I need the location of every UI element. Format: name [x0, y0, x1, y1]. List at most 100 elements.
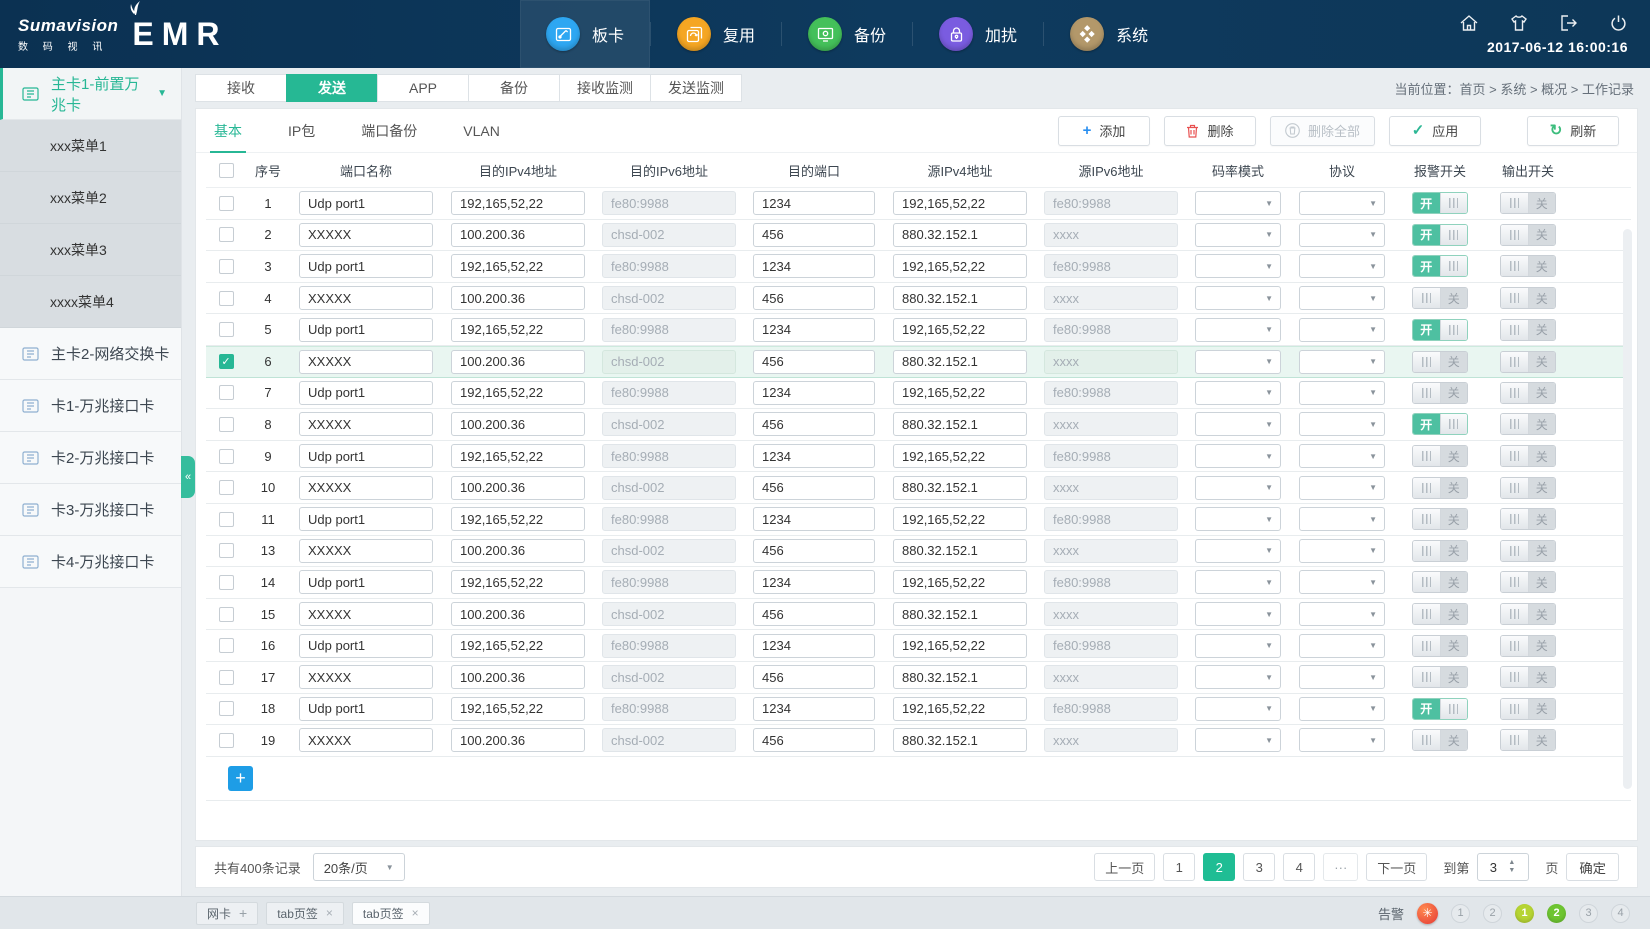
- tab-5[interactable]: 接收监测: [559, 74, 651, 102]
- protocol-select[interactable]: ▼: [1299, 222, 1385, 247]
- row-checkbox[interactable]: [218, 480, 234, 496]
- src-ipv4-input[interactable]: [893, 380, 1027, 405]
- tab-3[interactable]: APP: [377, 74, 469, 102]
- sidebar-subitem-4[interactable]: xxxx菜单4: [0, 276, 181, 328]
- rate-mode-select[interactable]: ▼: [1195, 380, 1281, 405]
- delete-all-button[interactable]: 删除全部: [1269, 115, 1375, 146]
- row-checkbox[interactable]: [218, 511, 234, 527]
- dst-port-input[interactable]: [753, 507, 875, 532]
- dst-port-input[interactable]: [753, 665, 875, 690]
- output-switch[interactable]: 关: [1500, 634, 1556, 657]
- dst-port-input[interactable]: [753, 191, 875, 216]
- protocol-select[interactable]: ▼: [1299, 286, 1385, 311]
- rate-mode-select[interactable]: ▼: [1195, 222, 1281, 247]
- dst-ipv4-input[interactable]: [451, 570, 585, 595]
- row-checkbox[interactable]: [218, 732, 234, 748]
- output-switch[interactable]: 关: [1500, 729, 1556, 752]
- add-row-button[interactable]: +: [228, 765, 253, 791]
- subtab-3[interactable]: 端口备份: [361, 122, 418, 139]
- alarm-switch[interactable]: 关: [1412, 603, 1468, 626]
- page-button-5[interactable]: 4: [1283, 853, 1316, 881]
- src-ipv4-input[interactable]: [893, 475, 1027, 500]
- row-checkbox[interactable]: [218, 416, 234, 432]
- protocol-select[interactable]: ▼: [1299, 507, 1385, 532]
- alarm-switch[interactable]: 关: [1412, 729, 1468, 752]
- add-button[interactable]: + 添加: [1057, 115, 1150, 146]
- protocol-select[interactable]: ▼: [1299, 665, 1385, 690]
- sidebar-item-3[interactable]: 卡1-万兆接口卡: [0, 380, 181, 432]
- dst-ipv4-input[interactable]: [451, 317, 585, 342]
- protocol-select[interactable]: ▼: [1299, 538, 1385, 563]
- sidebar-item-4[interactable]: 卡2-万兆接口卡: [0, 432, 181, 484]
- dst-port-input[interactable]: [753, 349, 875, 374]
- page-button-7[interactable]: 下一页: [1366, 853, 1428, 881]
- row-checkbox[interactable]: [218, 322, 234, 338]
- row-checkbox[interactable]: [218, 543, 234, 559]
- src-ipv4-input[interactable]: [893, 570, 1027, 595]
- row-checkbox[interactable]: [218, 701, 234, 717]
- src-ipv4-input[interactable]: [893, 633, 1027, 658]
- sidebar-item-1[interactable]: 主卡1-前置万兆卡 ▼: [0, 68, 181, 120]
- alarm-switch[interactable]: 关: [1412, 287, 1468, 310]
- select-all-checkbox[interactable]: [218, 162, 234, 178]
- close-icon[interactable]: ×: [411, 906, 419, 920]
- tab-1[interactable]: 接收: [195, 74, 287, 102]
- port-name-input[interactable]: [299, 475, 433, 500]
- output-switch[interactable]: 关: [1500, 445, 1556, 468]
- port-name-input[interactable]: [299, 222, 433, 247]
- row-checkbox[interactable]: [218, 669, 234, 685]
- rate-mode-select[interactable]: ▼: [1195, 665, 1281, 690]
- src-ipv4-input[interactable]: [893, 349, 1027, 374]
- protocol-select[interactable]: ▼: [1299, 349, 1385, 374]
- sidebar-collapse-handle[interactable]: «: [181, 456, 195, 498]
- dst-port-input[interactable]: [753, 538, 875, 563]
- dst-ipv4-input[interactable]: [451, 696, 585, 721]
- output-switch[interactable]: 关: [1500, 508, 1556, 531]
- protocol-select[interactable]: ▼: [1299, 317, 1385, 342]
- alarm-switch[interactable]: 关: [1412, 476, 1468, 499]
- output-switch[interactable]: 关: [1500, 666, 1556, 689]
- src-ipv4-input[interactable]: [893, 538, 1027, 563]
- dst-ipv4-input[interactable]: [451, 633, 585, 658]
- src-ipv4-input[interactable]: [893, 602, 1027, 627]
- alarm-switch[interactable]: 关: [1412, 539, 1468, 562]
- refresh-button[interactable]: ↻ 刷新: [1527, 115, 1619, 146]
- rate-mode-select[interactable]: ▼: [1195, 317, 1281, 342]
- tab-2[interactable]: 发送: [286, 74, 378, 102]
- rate-mode-select[interactable]: ▼: [1195, 728, 1281, 753]
- row-checkbox[interactable]: [218, 638, 234, 654]
- rate-mode-select[interactable]: ▼: [1195, 475, 1281, 500]
- row-checkbox[interactable]: [218, 258, 234, 274]
- dst-ipv4-input[interactable]: [451, 444, 585, 469]
- status-badge-4[interactable]: 2: [1547, 903, 1566, 923]
- src-ipv4-input[interactable]: [893, 728, 1027, 753]
- port-name-input[interactable]: [299, 412, 433, 437]
- page-button-1[interactable]: 上一页: [1094, 853, 1156, 881]
- tab-4[interactable]: 备份: [468, 74, 560, 102]
- port-name-input[interactable]: [299, 444, 433, 469]
- rate-mode-select[interactable]: ▼: [1195, 633, 1281, 658]
- src-ipv4-input[interactable]: [893, 317, 1027, 342]
- alarm-switch[interactable]: 关: [1412, 445, 1468, 468]
- status-badge-3[interactable]: 1: [1515, 903, 1534, 923]
- dst-ipv4-input[interactable]: [451, 665, 585, 690]
- sidebar-subitem-3[interactable]: xxx菜单3: [0, 224, 181, 276]
- per-page-select[interactable]: 20条/页 ▼: [312, 853, 405, 881]
- close-icon[interactable]: ×: [325, 906, 333, 920]
- protocol-select[interactable]: ▼: [1299, 728, 1385, 753]
- alarm-switch[interactable]: 开: [1412, 318, 1468, 341]
- nav-item-4[interactable]: 加扰: [913, 0, 1043, 68]
- alarm-switch[interactable]: 开: [1412, 255, 1468, 278]
- dst-ipv4-input[interactable]: [451, 222, 585, 247]
- dst-port-input[interactable]: [753, 633, 875, 658]
- alarm-switch[interactable]: 关: [1412, 571, 1468, 594]
- dst-port-input[interactable]: [753, 412, 875, 437]
- protocol-select[interactable]: ▼: [1299, 633, 1385, 658]
- rate-mode-select[interactable]: ▼: [1195, 696, 1281, 721]
- output-switch[interactable]: 关: [1500, 223, 1556, 246]
- dst-port-input[interactable]: [753, 696, 875, 721]
- alarm-switch[interactable]: 开: [1412, 192, 1468, 215]
- dst-ipv4-input[interactable]: [451, 538, 585, 563]
- row-checkbox[interactable]: [218, 290, 234, 306]
- port-name-input[interactable]: [299, 570, 433, 595]
